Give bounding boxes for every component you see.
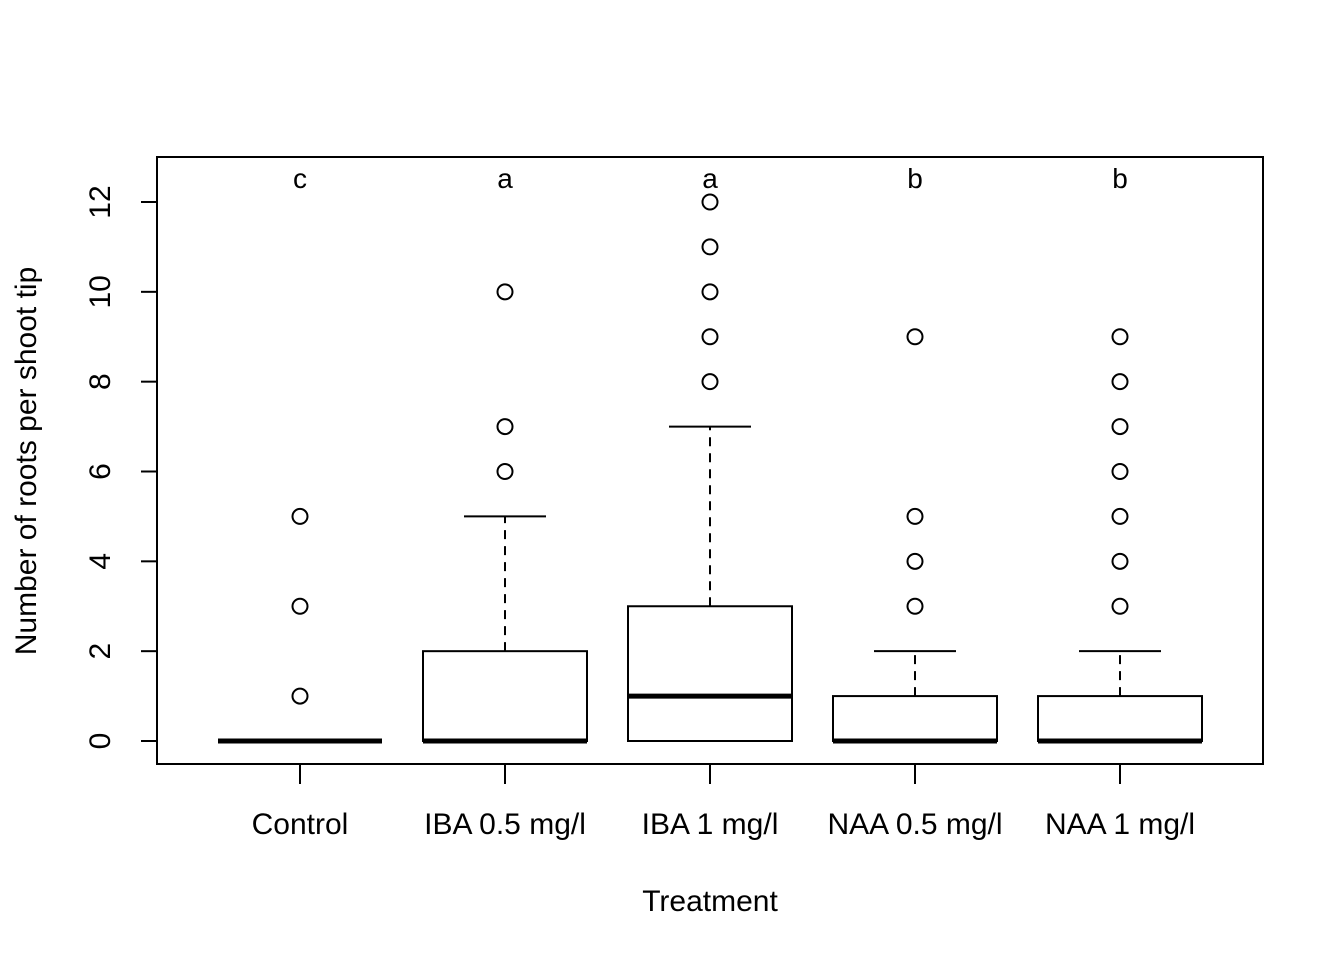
significance-letter: b <box>1112 163 1128 194</box>
y-tick-label: 12 <box>84 185 117 218</box>
x-tick-label: NAA 1 mg/l <box>1045 808 1195 841</box>
box-iqr <box>1037 695 1203 742</box>
outlier-point <box>701 238 719 256</box>
x-axis: Control IBA 0.5 mg/l IBA 1 mg/l NAA 0.5 mg/… <box>252 764 1195 841</box>
box-group-1: a <box>422 163 588 744</box>
outlier-point <box>496 283 514 301</box>
box-iqr <box>832 695 998 742</box>
box-group-4: b <box>1037 163 1203 744</box>
outlier-point <box>1111 463 1129 480</box>
x-tick-label: Control <box>252 808 349 841</box>
outlier-point <box>701 373 719 391</box>
x-axis-label: Treatment <box>642 885 778 918</box>
y-tick-label: 10 <box>84 275 117 308</box>
significance-letter: a <box>497 163 513 194</box>
y-tick-label: 6 <box>84 463 117 480</box>
box-iqr <box>627 605 793 742</box>
significance-letter: a <box>702 163 718 194</box>
y-tick-label: 2 <box>84 643 117 660</box>
outlier-point <box>906 552 924 570</box>
outlier-point <box>906 328 924 346</box>
outlier-point <box>1111 373 1129 391</box>
x-tick-label: NAA 0.5 mg/l <box>827 808 1002 841</box>
significance-letter: c <box>293 163 307 194</box>
x-tick-label: IBA 1 mg/l <box>642 808 779 841</box>
outlier-point <box>1111 507 1129 525</box>
outlier-point <box>1111 552 1129 570</box>
y-tick-label: 4 <box>84 553 117 570</box>
outlier-point <box>701 193 719 211</box>
y-tick-label: 0 <box>84 733 117 750</box>
significance-letter: b <box>907 163 923 194</box>
outlier-point <box>291 507 309 525</box>
box-iqr <box>422 650 588 743</box>
outlier-point <box>1111 418 1129 436</box>
x-tick-label: IBA 0.5 mg/l <box>424 808 586 841</box>
outlier-point <box>291 597 309 615</box>
outlier-point <box>1111 328 1129 346</box>
y-axis-label: Number of roots per shoot tip <box>10 267 43 656</box>
outlier-point <box>906 507 924 525</box>
y-axis: 0 2 4 6 8 10 12 <box>84 185 157 749</box>
box-group-2: a <box>627 163 793 742</box>
outlier-point <box>496 418 514 436</box>
outlier-point <box>701 328 719 346</box>
outlier-point <box>291 687 309 705</box>
box-group-0: c <box>218 163 382 744</box>
y-tick-label: 8 <box>84 373 117 390</box>
outlier-point <box>701 283 719 301</box>
outlier-point <box>496 463 514 480</box>
outlier-point <box>906 597 924 615</box>
outlier-point <box>1111 597 1129 615</box>
box-group-3: b <box>832 163 998 744</box>
